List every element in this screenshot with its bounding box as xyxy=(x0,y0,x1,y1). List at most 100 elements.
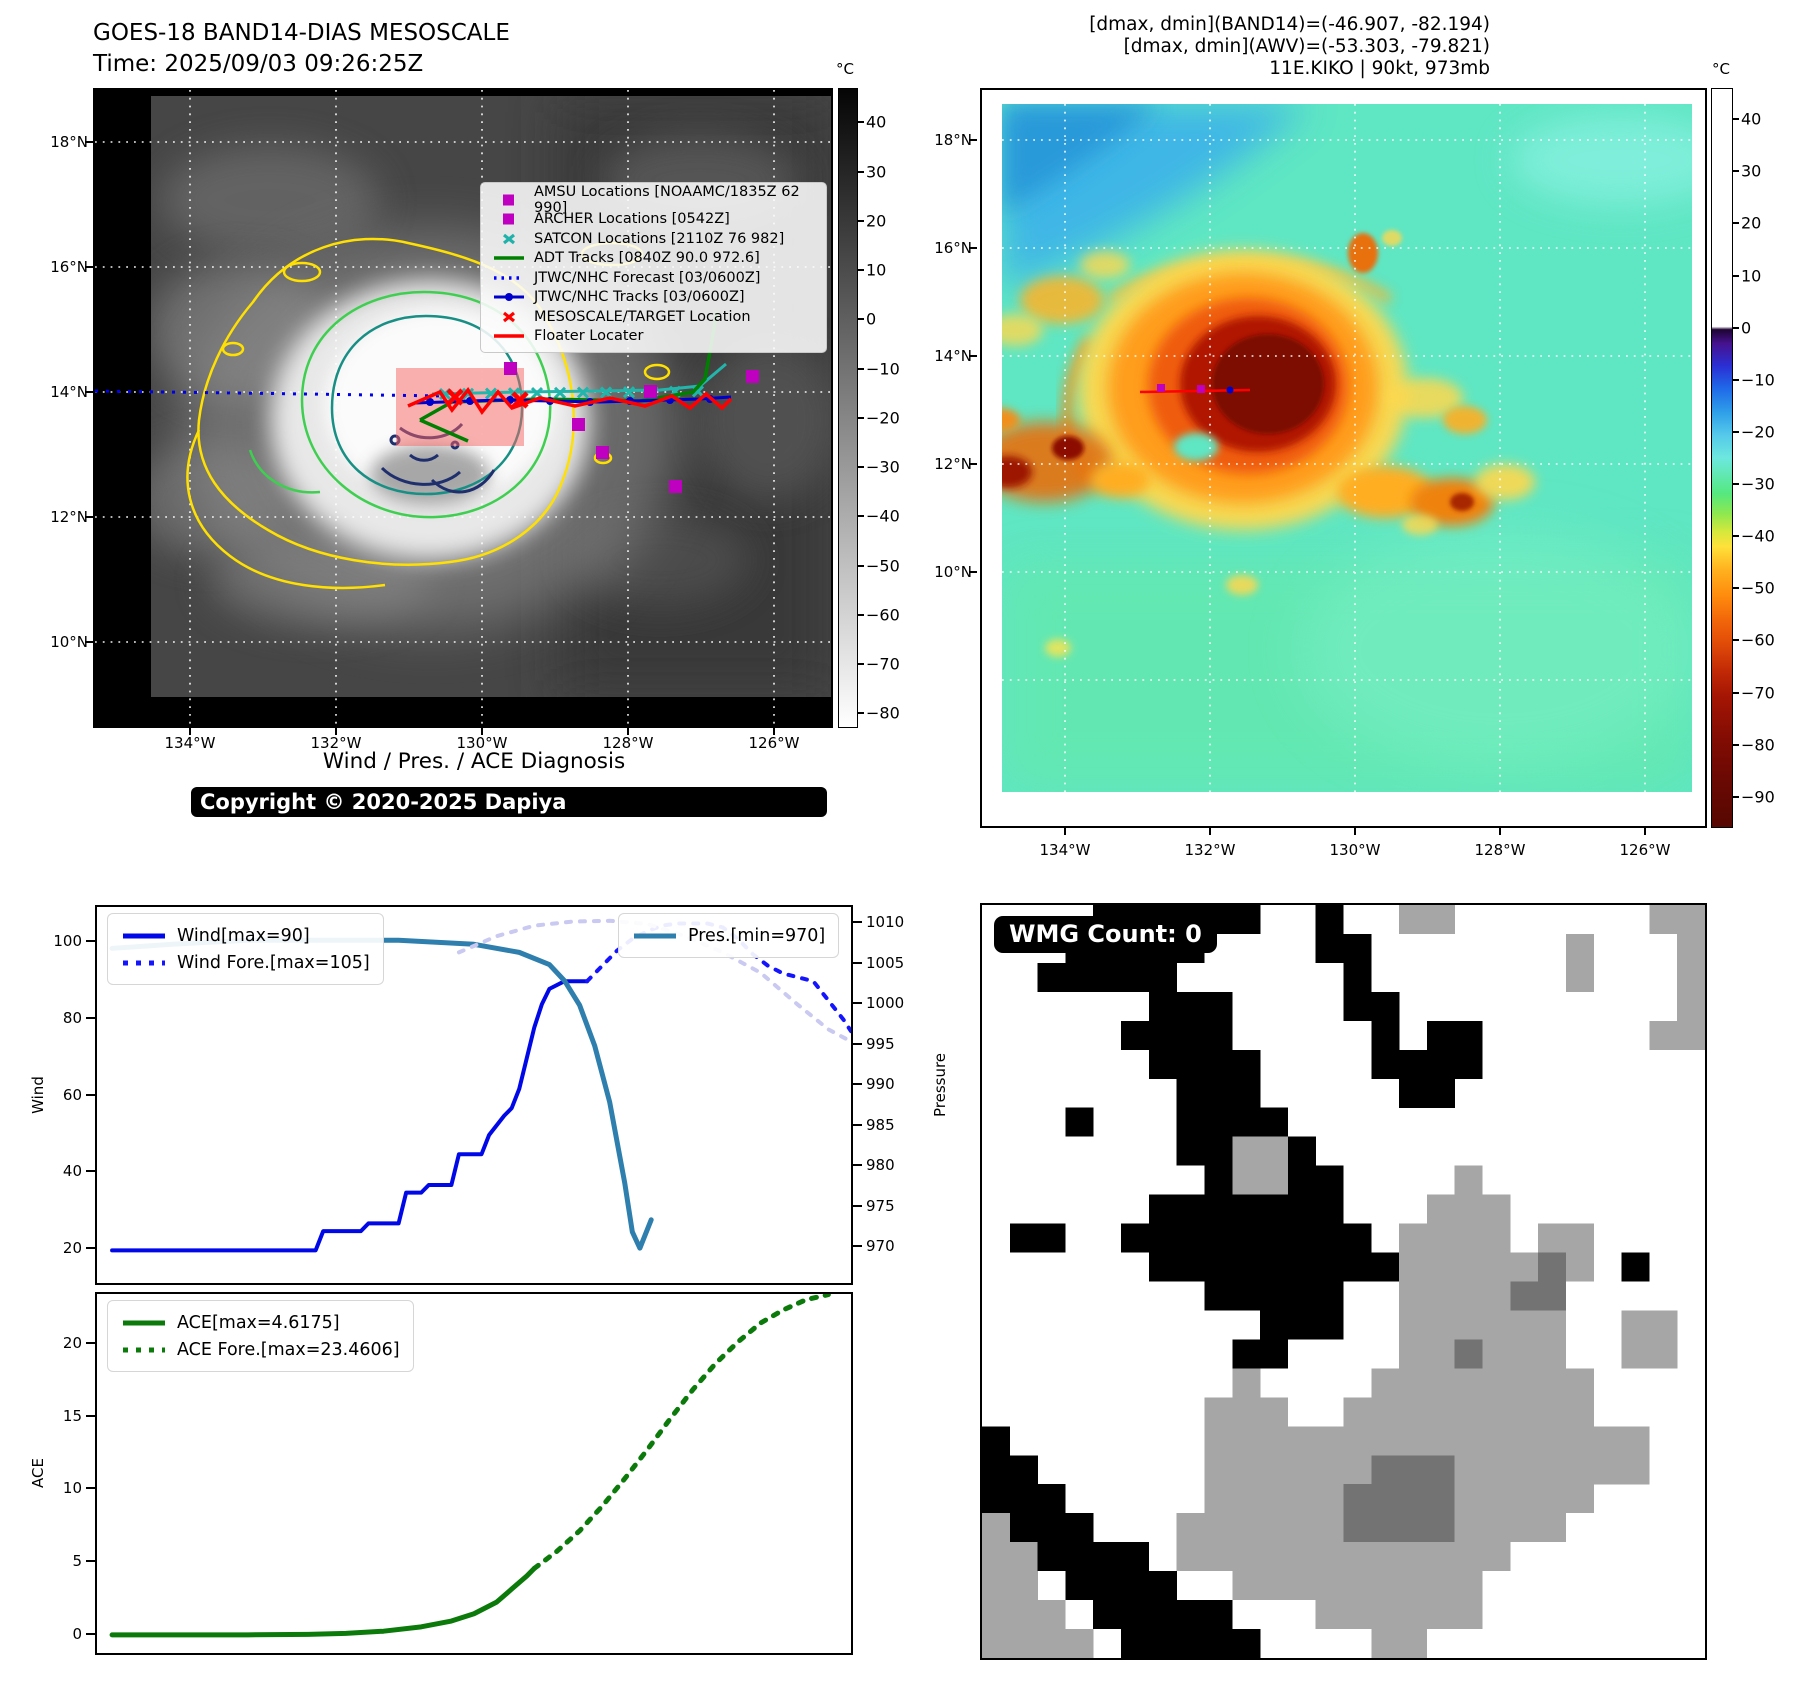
axis-tick-mark xyxy=(85,391,93,393)
wind-tick-label: 80 xyxy=(62,1008,82,1027)
band14-colorbar-tick-label: 30 xyxy=(866,162,887,182)
ace-tick-label: 10 xyxy=(62,1479,82,1498)
axis-tick-mark xyxy=(627,728,629,735)
axis-tick-mark xyxy=(85,141,93,143)
band14-colorbar-tick xyxy=(858,613,864,616)
ace-tick-mark xyxy=(86,1559,95,1562)
awv-colorbar-tick-label: 20 xyxy=(1741,213,1762,233)
band14-colorbar-tick xyxy=(858,121,864,124)
band14-legend-marker xyxy=(491,310,527,324)
band14-colorbar-tick-label: −60 xyxy=(866,605,900,625)
band14-colorbar-tick xyxy=(858,712,864,715)
band14-title-line2: Time: 2025/09/03 09:26:25Z xyxy=(93,51,424,77)
awv-colorbar-tick-label: 0 xyxy=(1741,318,1752,338)
series-ace-fore-max-23-4606- xyxy=(531,1294,831,1571)
pressure-axis-label: Pressure xyxy=(931,1052,949,1118)
square-legend-marker-icon xyxy=(503,194,514,206)
wind-tick-mark xyxy=(86,1093,95,1096)
band14-legend-marker xyxy=(491,212,527,226)
wind-axis-label: Wind xyxy=(29,1076,47,1114)
wind-tick-label: 20 xyxy=(62,1239,82,1258)
series-wind-max-90- xyxy=(110,979,590,1253)
ace-tick-label: 5 xyxy=(72,1551,82,1570)
ace-legend: ACE[max=4.6175] ACE Fore.[max=23.4606] xyxy=(107,1300,414,1372)
awv-colorbar-tick xyxy=(1733,587,1739,590)
pressure-legend-label: Pres.[min=970] xyxy=(688,925,826,946)
awv-lon-label: 134°W xyxy=(1039,841,1091,859)
band14-legend-item: ADT Tracks [0840Z 90.0 972.6] xyxy=(491,249,816,269)
awv-map-image xyxy=(982,90,1705,826)
ace-solid-swatch xyxy=(123,1320,165,1325)
pressure-tick-label: 970 xyxy=(866,1237,895,1256)
axis-tick-mark xyxy=(1354,828,1356,835)
band14-colorbar-tick-label: 40 xyxy=(866,112,887,132)
awv-map xyxy=(980,88,1707,828)
axis-tick-mark xyxy=(85,641,93,643)
pressure-tick-label: 990 xyxy=(866,1075,895,1094)
pressure-tick-label: 1005 xyxy=(866,953,905,972)
ace-legend-label: ACE[max=4.6175] xyxy=(177,1312,340,1333)
amsu-archer-squares xyxy=(504,362,759,493)
ace-dotted-swatch xyxy=(123,1347,165,1352)
band14-colorbar-tick-label: −30 xyxy=(866,457,900,477)
awv-header-line3: 11E.KIKO | 90kt, 973mb xyxy=(1269,58,1490,79)
square-legend-marker-icon xyxy=(503,213,514,225)
ace-tick-mark xyxy=(86,1341,95,1344)
awv-gridlines xyxy=(1002,104,1692,792)
dotted-legend-marker-icon xyxy=(494,276,524,280)
band14-colorbar-tick xyxy=(858,170,864,173)
awv-colorbar-tick-label: −60 xyxy=(1741,630,1775,650)
awv-colorbar-tick-label: −80 xyxy=(1741,735,1775,755)
band14-map: AMSU Locations [NOAAMC/1835Z 62 990] ARCH… xyxy=(93,88,833,817)
band14-legend-label: JTWC/NHC Tracks [03/0600Z] xyxy=(534,289,745,306)
band14-legend-label: Floater Locater xyxy=(534,328,644,345)
awv-colorbar-tick-label: −50 xyxy=(1741,578,1775,598)
axis-tick-mark xyxy=(85,266,93,268)
pressure-tick-mark xyxy=(853,961,862,964)
band14-legend-label: JTWC/NHC Forecast [03/0600Z] xyxy=(534,269,761,286)
ace-fore-legend-item: ACE Fore.[max=23.4606] xyxy=(121,1336,400,1363)
pressure-swatch xyxy=(634,933,676,938)
mesoscale-target-box xyxy=(396,368,524,446)
pressure-tick-label: 975 xyxy=(866,1196,895,1215)
wind-tick-mark xyxy=(86,1170,95,1173)
band14-legend-item: Floater Locater xyxy=(491,327,816,347)
band14-legend-item: AMSU Locations [NOAAMC/1835Z 62 990] xyxy=(491,184,816,216)
axis-tick-mark xyxy=(85,516,93,518)
ace-tick-label: 15 xyxy=(62,1406,82,1425)
awv-colorbar xyxy=(1711,88,1733,828)
band14-colorbar-tick-label: 10 xyxy=(866,260,887,280)
band14-lon-label: 126°W xyxy=(748,734,800,752)
ace-plot xyxy=(109,1294,831,1638)
awv-lat-label: 18°N xyxy=(934,131,972,149)
awv-lon-label: 126°W xyxy=(1619,841,1671,859)
wind-tick-mark xyxy=(86,939,95,942)
band14-legend-item: SATCON Locations [2110Z 76 982] xyxy=(491,229,816,249)
band14-lat-label: 18°N xyxy=(50,133,88,151)
band14-lat-label: 10°N xyxy=(50,633,88,651)
awv-lon-label: 130°W xyxy=(1329,841,1381,859)
awv-lat-label: 14°N xyxy=(934,347,972,365)
band14-legend-marker xyxy=(491,232,527,246)
awv-header-line1: [dmax, dmin](BAND14)=(-46.907, -82.194) xyxy=(1089,14,1490,35)
pressure-tick-mark xyxy=(853,1245,862,1248)
band14-lon-label: 134°W xyxy=(164,734,216,752)
pressure-tick-label: 985 xyxy=(866,1115,895,1134)
pressure-tick-mark xyxy=(853,1083,862,1086)
band14-colorbar-tick xyxy=(858,466,864,469)
band14-lat-label: 14°N xyxy=(50,383,88,401)
wind-legend-item: Wind[max=90] xyxy=(121,922,370,949)
pressure-tick-label: 980 xyxy=(866,1156,895,1175)
pressure-legend: Pres.[min=970] xyxy=(618,913,840,958)
axis-tick-mark xyxy=(969,247,977,249)
band14-legend-marker xyxy=(491,290,527,304)
ace-tick-mark xyxy=(86,1487,95,1490)
band14-colorbar-tick xyxy=(858,367,864,370)
wind-tick-mark xyxy=(86,1247,95,1250)
band14-lon-label: 128°W xyxy=(602,734,654,752)
band14-colorbar-unit: °C xyxy=(836,60,854,78)
awv-colorbar-tick xyxy=(1733,378,1739,381)
awv-colorbar-tick xyxy=(1733,430,1739,433)
ace-tick-mark xyxy=(86,1632,95,1635)
band14-title: GOES-18 BAND14-DIAS MESOSCALE Time: 2025… xyxy=(93,18,510,80)
